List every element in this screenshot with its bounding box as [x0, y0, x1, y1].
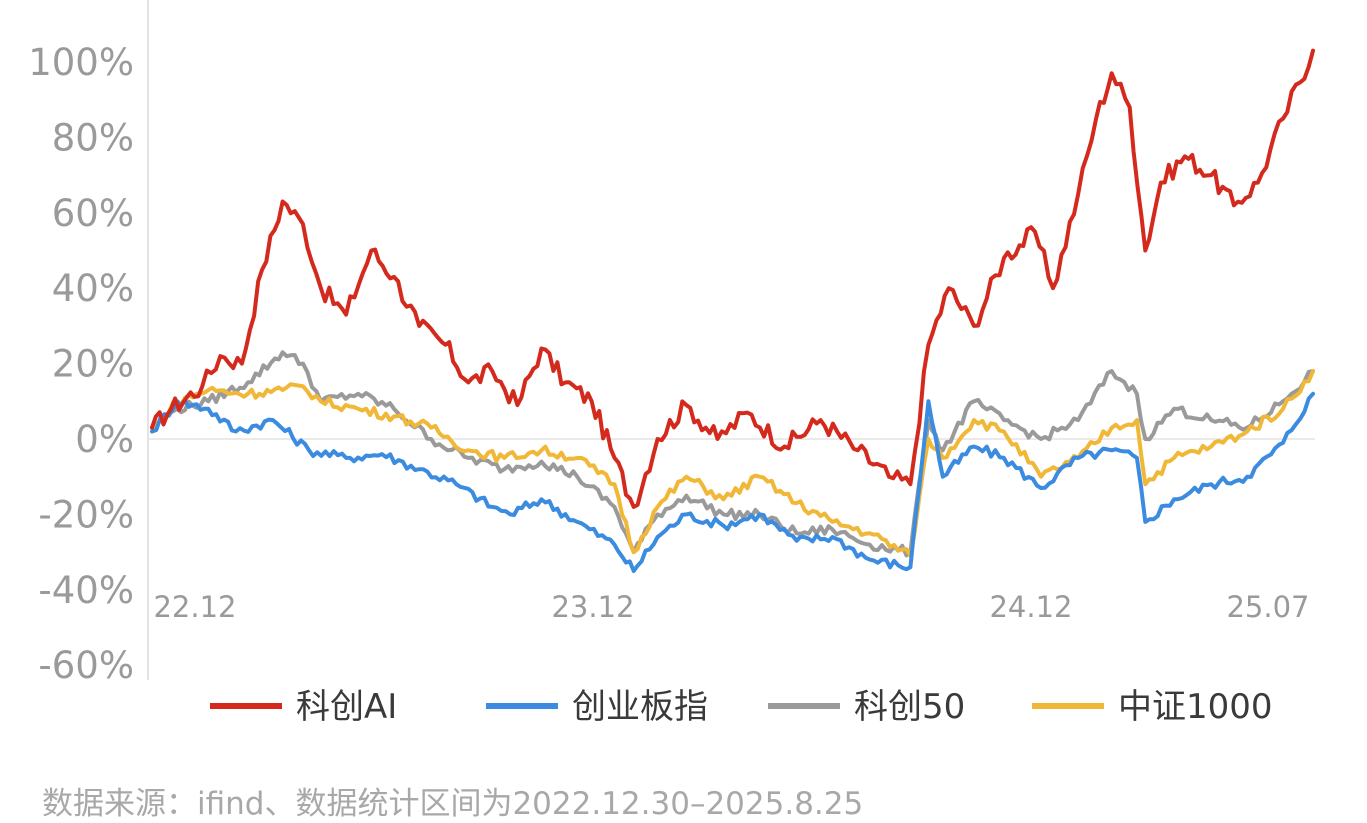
series-line	[150, 369, 1315, 558]
y-tick-label: 100%	[28, 41, 134, 84]
y-tick-label: 20%	[52, 343, 134, 386]
legend-label: 科创AI	[296, 687, 397, 727]
x-tick-label: 22.12	[153, 590, 236, 624]
y-tick-label: 0%	[75, 418, 134, 461]
x-tick-labels: 22.12 23.12 24.12 25.07	[153, 590, 1309, 624]
y-tick-label: 80%	[52, 116, 134, 159]
x-tick-label: 23.12	[551, 590, 634, 624]
y-tick-label: -60%	[38, 644, 134, 687]
y-tick-label: -40%	[38, 569, 134, 612]
x-tick-label: 24.12	[989, 590, 1072, 624]
legend-label: 创业板指	[572, 687, 708, 727]
series-lines	[150, 48, 1315, 573]
series-line	[150, 350, 1315, 558]
y-tick-labels: -60% -40% -20% 0% 20% 40% 60% 80% 100% 120%	[28, 0, 134, 687]
legend-label: 科创50	[854, 687, 965, 727]
series-line	[150, 391, 1315, 573]
x-tick-label: 25.07	[1226, 590, 1309, 624]
legend: 科创AI 创业板指 科创50 中证1000	[210, 687, 1273, 727]
source-footnote: 数据来源：ifind、数据统计区间为2022.12.30–2025.8.25	[42, 786, 864, 822]
y-tick-label: 60%	[52, 192, 134, 235]
y-tick-label: 40%	[52, 267, 134, 310]
series-line	[150, 48, 1315, 509]
legend-label: 中证1000	[1118, 687, 1273, 727]
y-tick-label: 120%	[28, 0, 134, 9]
y-tick-label: -20%	[38, 493, 134, 536]
